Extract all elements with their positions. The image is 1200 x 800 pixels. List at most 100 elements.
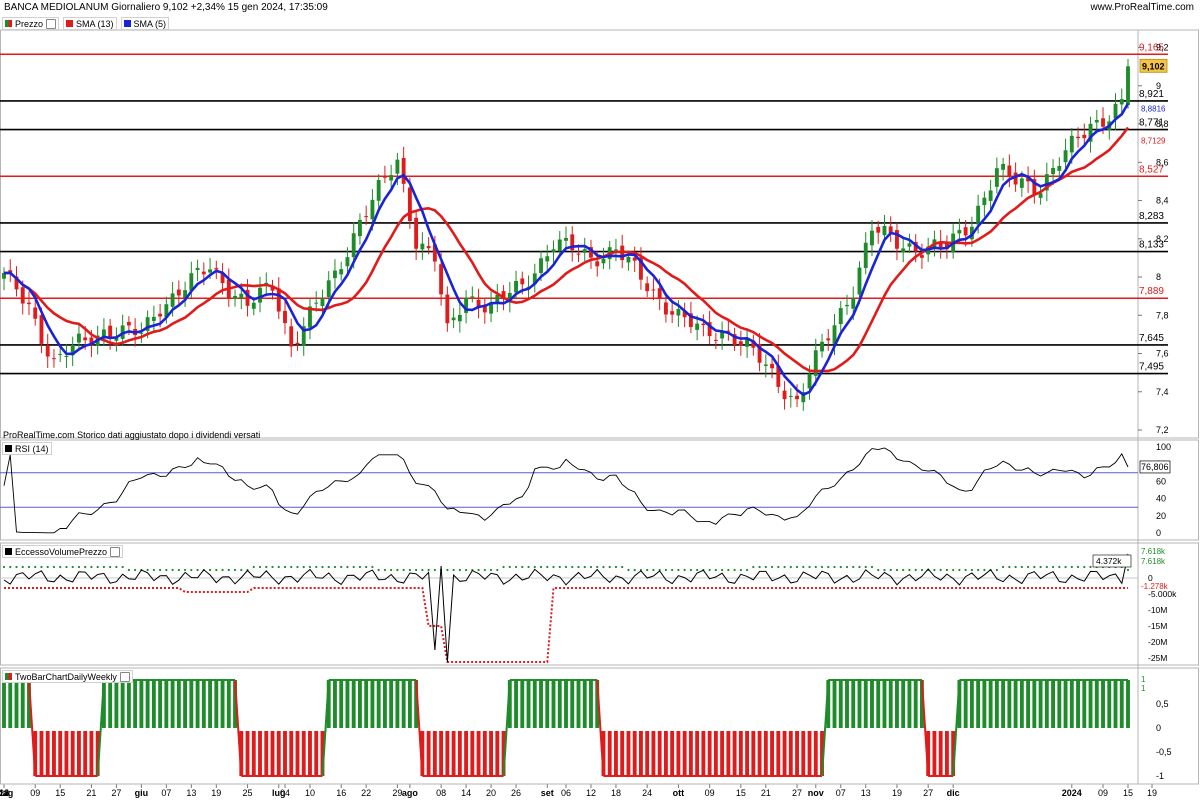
evp-green-dot — [483, 568, 486, 572]
x-tick-label: 29 — [392, 788, 402, 798]
twobar-bar-up — [108, 680, 113, 728]
candle-body — [314, 302, 319, 304]
twobar-bar-up — [895, 680, 899, 728]
legend-rsi[interactable]: RSI (14) — [2, 442, 52, 455]
candle-body — [557, 239, 562, 252]
x-tick-label: 26 — [511, 788, 521, 798]
candle-body — [638, 257, 643, 280]
x-tick-label: 15 — [55, 788, 65, 798]
evp-green-dot — [227, 568, 230, 572]
candle-body — [676, 309, 681, 316]
legend-evp[interactable]: EccessoVolumePrezzo — [2, 545, 124, 558]
evp-green-dot — [877, 568, 880, 572]
level-label: 8,133 — [1139, 240, 1164, 251]
evp-tick-label: 0 — [1148, 573, 1153, 583]
x-tick-label: 27 — [923, 788, 933, 798]
evp-green-dot — [602, 565, 605, 569]
evp-green-dot — [533, 565, 536, 569]
twobar-bar-up — [114, 680, 119, 728]
twobar-bar-down — [682, 731, 687, 776]
twobar-bar-down — [239, 731, 244, 776]
twobar-tick-label: 0 — [1156, 723, 1161, 733]
twobar-bar-down — [676, 731, 681, 776]
candle-body — [1057, 165, 1062, 171]
twobar-bar-up — [826, 680, 831, 728]
site-link[interactable]: www.ProRealTime.com — [1090, 2, 1194, 13]
evp-green-dot — [995, 568, 998, 572]
candle-body — [919, 255, 924, 258]
candle-body — [476, 299, 481, 309]
candle-body — [1007, 165, 1012, 177]
twobar-bar-down — [245, 731, 250, 776]
twobar-tick-label: -1 — [1156, 771, 1164, 781]
evp-green-dot — [845, 565, 849, 569]
evp-green-dot — [240, 568, 243, 572]
twobar-bar-up — [233, 680, 237, 728]
twobar-bar-up — [120, 680, 125, 728]
evp-green-dot — [689, 568, 692, 572]
candle-body — [795, 395, 799, 400]
candle-body — [289, 326, 294, 347]
x-tick-label: 12 — [0, 788, 9, 798]
settings-icon[interactable] — [119, 671, 130, 682]
twobar-bar-up — [1119, 680, 1124, 728]
candle-body — [720, 331, 725, 339]
level-label: 9,165 — [1139, 42, 1164, 53]
legend-twobar[interactable]: TwoBarChartDailyWeekly — [2, 670, 133, 683]
candle-body — [851, 297, 856, 309]
evp-green-dot — [964, 568, 967, 572]
legend-prezzo[interactable]: Prezzo — [2, 17, 60, 30]
candle-body — [645, 283, 650, 292]
candle-body — [770, 363, 775, 369]
twobar-bar-down — [688, 731, 693, 776]
candle-body — [1101, 118, 1105, 127]
twobar-bar-down — [464, 731, 469, 776]
evp-green-dot — [733, 568, 736, 572]
legend-sma13[interactable]: SMA (13) — [63, 17, 117, 30]
candle-body — [432, 244, 437, 262]
candle-body — [320, 297, 325, 306]
twobar-tick-label: -0,5 — [1156, 747, 1172, 757]
x-tick-label: 16 — [336, 788, 346, 798]
x-tick-label: 06 — [561, 788, 571, 798]
twobar-bar-up — [539, 680, 543, 728]
evp-green-dot — [870, 565, 874, 569]
twobar-bar-up — [564, 680, 568, 728]
twobar-bar-up — [1082, 680, 1087, 728]
candle-body — [707, 322, 712, 337]
twobar-bar-up — [982, 680, 987, 728]
evp-tick-label: -5.000k — [1148, 589, 1177, 599]
candle-body — [439, 264, 444, 295]
evp-green-dot — [1008, 565, 1011, 569]
twobar-bar-up — [1007, 680, 1012, 728]
evp-green-dot — [752, 565, 755, 569]
evp-green-dot — [1033, 565, 1036, 569]
twobar-bar-down — [76, 731, 81, 776]
candle-body — [1019, 178, 1024, 188]
evp-green-dot — [134, 568, 137, 572]
twobar-bar-up — [8, 680, 13, 728]
candle-body — [994, 168, 999, 187]
rsi-tick-label: 0 — [1156, 528, 1161, 538]
twobar-bar-down — [258, 731, 262, 776]
twobar-bar-down — [420, 731, 425, 776]
price-tick-label: 7,4 — [1156, 387, 1169, 397]
twobar-line-segment — [821, 679, 830, 777]
twobar-bar-up — [1088, 680, 1093, 728]
candle-body — [333, 270, 337, 279]
candle-body — [576, 253, 581, 255]
twobar-bar-up — [1094, 680, 1099, 728]
settings-icon[interactable] — [110, 546, 121, 557]
sma13-line — [3, 126, 1130, 373]
twobar-bar-up — [389, 680, 394, 728]
evp-green-dot — [589, 565, 593, 569]
candle-body — [788, 395, 793, 397]
candle-body — [1001, 163, 1006, 170]
evp-value-box — [1092, 554, 1132, 568]
candle-body — [601, 258, 606, 264]
settings-icon[interactable] — [46, 18, 57, 29]
legend-sma5[interactable]: SMA (5) — [120, 17, 170, 30]
twobar-bar-down — [776, 731, 781, 776]
twobar-bar-down — [745, 731, 750, 776]
twobar-bar-up — [1032, 680, 1037, 728]
